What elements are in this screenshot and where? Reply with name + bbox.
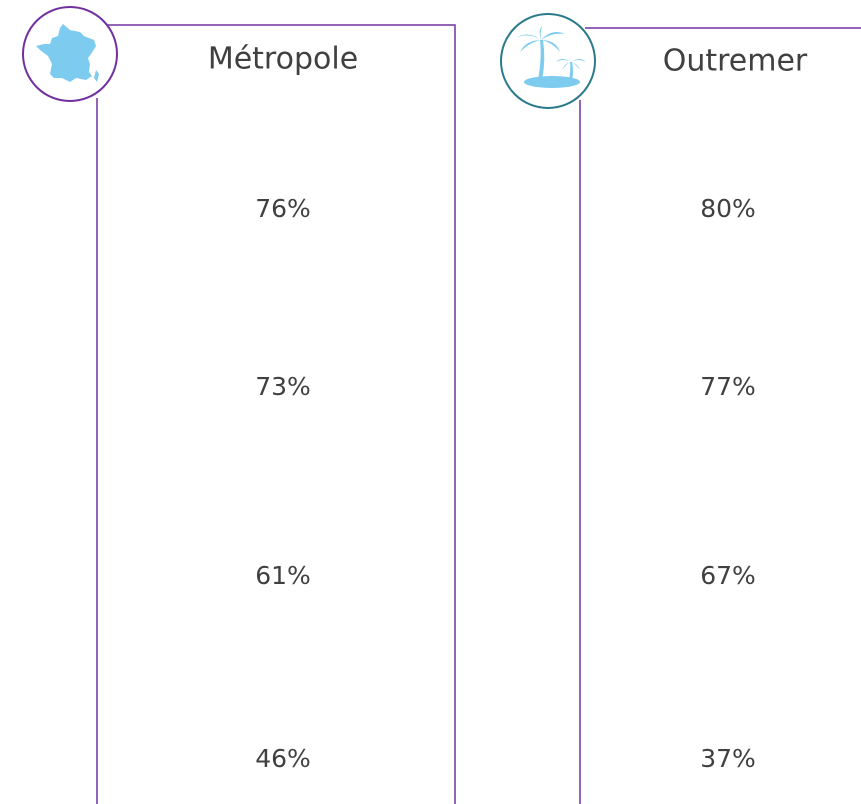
frame bbox=[104, 24, 456, 804]
percentage: 80% bbox=[700, 194, 756, 223]
percentage: 77% bbox=[700, 372, 756, 401]
percentage: 37% bbox=[700, 744, 756, 773]
outremer-card bbox=[500, 13, 861, 804]
column-title: Outremer bbox=[663, 44, 808, 79]
metropole-card bbox=[22, 6, 456, 804]
percentage: 67% bbox=[700, 561, 756, 590]
percentage: 76% bbox=[255, 194, 311, 223]
icon-circle bbox=[500, 13, 596, 109]
percentage: 61% bbox=[255, 561, 311, 590]
column-title: Métropole bbox=[208, 42, 358, 77]
percentage: 46% bbox=[255, 744, 311, 773]
palm-icon bbox=[516, 26, 586, 88]
france-icon bbox=[36, 24, 99, 82]
percentage: 73% bbox=[255, 372, 311, 401]
